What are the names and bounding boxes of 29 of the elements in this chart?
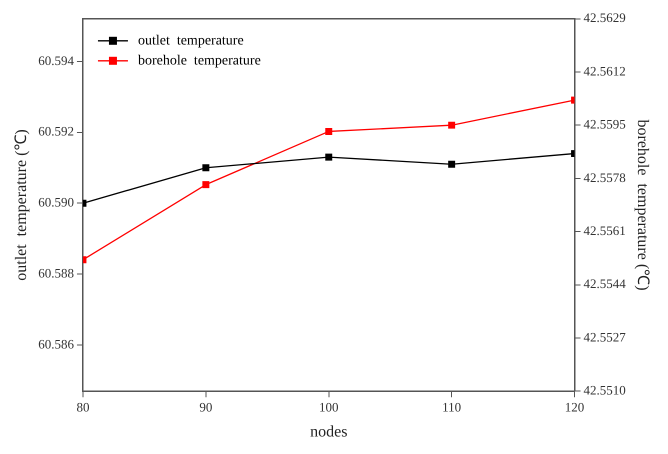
y-tick-label: 60.590 bbox=[38, 194, 74, 210]
y2-axis-title: borehole temperature (℃) bbox=[634, 119, 652, 291]
x-tick-label: 120 bbox=[564, 399, 584, 414]
point bbox=[202, 181, 210, 188]
y2-tick-label: 42.5578 bbox=[584, 170, 626, 185]
point bbox=[448, 122, 456, 129]
legend-label: outlet temperature bbox=[138, 33, 244, 48]
y2-tick-label: 42.5561 bbox=[584, 223, 626, 238]
y-tick-label: 60.588 bbox=[38, 266, 74, 281]
y-tick-label: 60.592 bbox=[38, 124, 74, 139]
x-axis-title: nodes bbox=[310, 424, 348, 441]
point bbox=[325, 154, 332, 161]
legend-label: borehole temperature bbox=[138, 53, 261, 68]
point bbox=[448, 160, 456, 168]
x-tick-label: 110 bbox=[442, 399, 462, 414]
x-tick-label: 90 bbox=[199, 399, 212, 414]
y-tick-label: 60.586 bbox=[38, 336, 74, 352]
point bbox=[325, 128, 332, 135]
y2-tick-label: 42.5527 bbox=[584, 329, 626, 344]
y2-tick-label: 42.5595 bbox=[584, 116, 626, 132]
y2-tick-label: 42.5510 bbox=[584, 382, 626, 398]
y2-tick-label: 42.5612 bbox=[584, 63, 626, 78]
y-axis-title: outlet temperature (℃) bbox=[12, 129, 30, 281]
y2-tick-label: 42.5629 bbox=[584, 10, 626, 26]
x-tick-label: 80 bbox=[76, 399, 90, 414]
y-tick-label: 60.594 bbox=[38, 52, 74, 68]
point bbox=[202, 164, 210, 172]
y2-tick-label: 42.5544 bbox=[584, 276, 626, 292]
x-tick-label: 100 bbox=[319, 399, 338, 414]
